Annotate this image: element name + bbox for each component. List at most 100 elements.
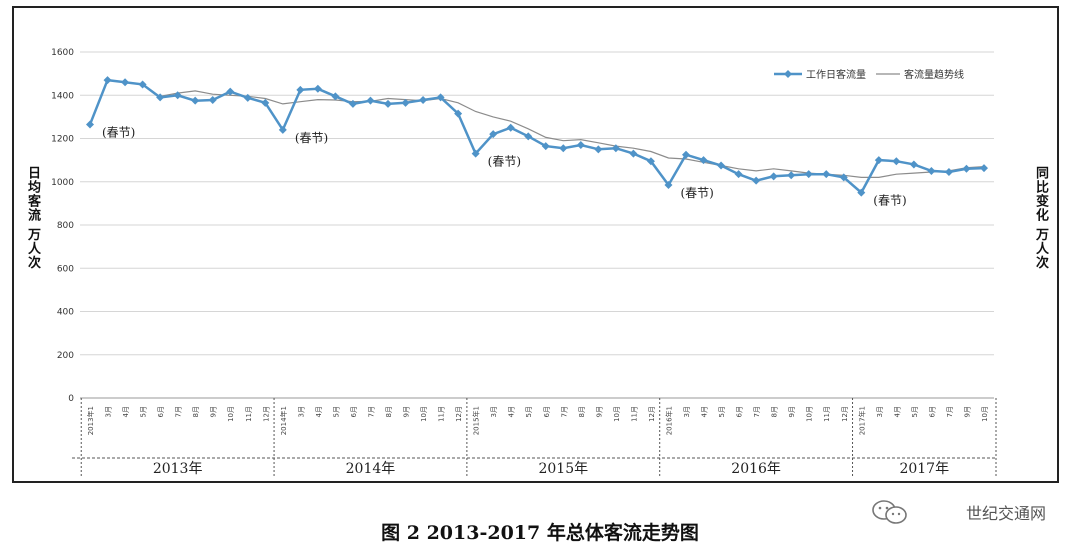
y-tick-label: 1400: [51, 91, 74, 101]
data-point: [734, 170, 743, 179]
data-point: [892, 157, 901, 166]
x-tick-label: 8月: [771, 406, 779, 417]
data-point: [348, 99, 357, 108]
data-point: [839, 173, 848, 182]
data-point: [471, 149, 480, 158]
x-tick-label: 2014年1: [279, 406, 288, 435]
data-point: [138, 80, 147, 89]
x-tick-label: 2013年1: [86, 406, 95, 435]
data-point: [191, 96, 200, 105]
data-point: [927, 166, 936, 175]
x-tick-label: 6月: [928, 406, 936, 417]
y-tick-label: 200: [57, 351, 74, 361]
x-tick-label: 9月: [403, 406, 411, 417]
spring-festival-annotation: (春节): [873, 194, 906, 208]
x-tick-label: 5月: [525, 406, 533, 417]
x-tick-label: 9月: [963, 406, 971, 417]
data-point: [384, 99, 392, 108]
data-point: [682, 150, 690, 159]
data-point: [506, 123, 515, 132]
spring-festival-annotation: (春节): [488, 155, 521, 169]
legend: 工作日客流量 客流量趋势线: [774, 68, 964, 81]
data-point: [278, 125, 287, 134]
data-point: [576, 140, 585, 149]
y-tick-label: 1600: [51, 48, 74, 58]
x-tick-label: 8月: [578, 406, 586, 417]
x-tick-label: 11月: [630, 406, 638, 422]
y-tick-label: 0: [68, 394, 74, 404]
y-tick-label: 1200: [51, 135, 74, 145]
data-point: [699, 156, 708, 165]
x-tick-label: 4月: [315, 406, 323, 417]
x-tick-label: 7月: [753, 406, 761, 417]
data-point: [944, 168, 953, 177]
x-tick-label: 3月: [105, 406, 113, 417]
data-point: [787, 171, 796, 180]
data-point: [208, 96, 217, 105]
y-tick-label: 400: [57, 308, 74, 318]
spring-festival-annotation: (春节): [295, 131, 328, 145]
data-point: [313, 84, 322, 93]
x-tick-label: 9月: [210, 406, 218, 417]
x-tick-label: 10月: [981, 406, 989, 422]
wechat-icon: [872, 500, 907, 524]
year-label: 2013年: [153, 461, 203, 477]
x-tick-label: 6月: [350, 406, 358, 417]
data-point: [962, 164, 971, 173]
year-label: 2015年: [538, 461, 588, 477]
x-tick-label: 2016年1: [664, 406, 673, 435]
annotation-layer: (春节) (春节) (春节) (春节) (春节): [102, 125, 907, 207]
data-point: [822, 170, 831, 179]
data-point: [173, 91, 182, 100]
data-point: [559, 144, 568, 153]
x-tick-label: 3月: [297, 406, 305, 417]
data-point: [261, 98, 270, 107]
x-tick-label: 6月: [736, 406, 744, 417]
y-tick-label: 800: [57, 221, 74, 231]
x-tick-label: 3月: [876, 406, 884, 417]
x-tick-label: 12月: [455, 406, 463, 422]
data-point: [156, 93, 165, 102]
x-tick-label: 8月: [192, 406, 200, 417]
trend-line-layer: [159, 90, 985, 178]
x-tick-label: 6月: [157, 406, 165, 417]
trend-line: [159, 90, 985, 178]
y-tick-label: 600: [57, 264, 74, 274]
legend-label-trend: 客流量趋势线: [904, 68, 964, 81]
x-tick-label: 11月: [823, 406, 831, 422]
data-point: [86, 120, 94, 129]
data-point: [541, 142, 550, 151]
year-label: 2017年: [899, 461, 949, 477]
x-tick-label: 8月: [385, 406, 393, 417]
x-tick-label: 11月: [245, 406, 253, 422]
figure-caption: 图 2 2013-2017 年总体客流走势图: [381, 522, 699, 544]
x-tick-label: 10月: [613, 406, 621, 422]
spring-festival-annotation: (春节): [102, 125, 135, 139]
x-tick-label: 2015年1: [472, 406, 481, 435]
x-tick-label: 10月: [420, 406, 428, 422]
data-point: [296, 85, 305, 94]
x-tick-label: 4月: [508, 406, 516, 417]
grid-layer: [80, 51, 994, 399]
data-point: [489, 130, 498, 139]
y-tick-label: 1000: [51, 178, 74, 188]
data-point: [769, 172, 778, 181]
data-point: [226, 87, 235, 96]
data-point: [331, 92, 340, 101]
spring-festival-annotation: (春节): [680, 186, 713, 200]
x-tick-label: 3月: [490, 406, 498, 417]
workday-line: [88, 78, 985, 195]
x-tick-label: 11月: [438, 406, 446, 422]
x-tick-label: 12月: [648, 406, 656, 422]
data-point: [366, 96, 375, 105]
x-tick-label: 7月: [946, 406, 954, 417]
data-point: [611, 144, 620, 153]
data-point: [980, 164, 988, 173]
data-point: [454, 109, 463, 118]
axis-layer: 0 200 400 600 800 1000 1200 1400 1600 2013年1 3月 4月 5…: [51, 48, 997, 478]
data-point: [243, 93, 252, 102]
data-point: [629, 149, 638, 158]
x-tick-label: 4月: [701, 406, 709, 417]
x-tick-label: 7月: [367, 406, 375, 417]
chart-frame: 0 200 400 600 800 1000 1200 1400 1600 2013年1 3月 4月 5…: [12, 6, 1059, 483]
